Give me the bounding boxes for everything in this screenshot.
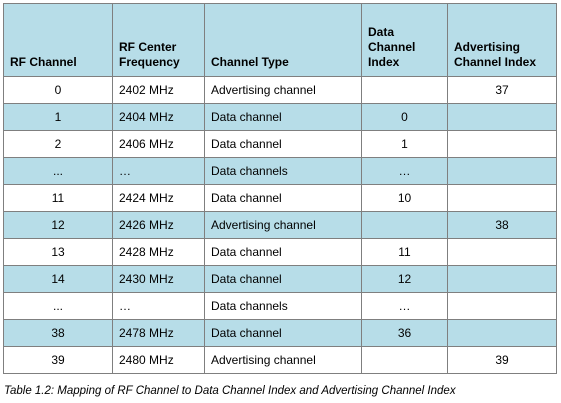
table-row: 14 2430 MHz Data channel 12	[3, 265, 557, 293]
table-row: 2 2406 MHz Data channel 1	[3, 130, 557, 158]
cell-frequency: 2402 MHz	[112, 76, 205, 104]
cell-frequency: 2424 MHz	[112, 184, 205, 212]
table-row: 11 2424 MHz Data channel 10	[3, 184, 557, 212]
cell-rf-channel: 11	[3, 184, 113, 212]
cell-data-index: 11	[361, 238, 448, 266]
cell-rf-channel: 13	[3, 238, 113, 266]
cell-rf-channel: 14	[3, 265, 113, 293]
cell-adv-index: 38	[447, 211, 557, 239]
header-data-channel-index: Data Channel Index	[361, 3, 448, 77]
cell-data-index	[361, 211, 448, 239]
table-row: 1 2404 MHz Data channel 0	[3, 103, 557, 131]
cell-adv-index	[447, 292, 557, 320]
cell-adv-index	[447, 238, 557, 266]
cell-channel-type: Data channels	[204, 292, 362, 320]
table-row: 0 2402 MHz Advertising channel 37	[3, 76, 557, 104]
cell-frequency: 2404 MHz	[112, 103, 205, 131]
cell-frequency: 2480 MHz	[112, 346, 205, 374]
cell-adv-index: 37	[447, 76, 557, 104]
cell-data-index: 10	[361, 184, 448, 212]
cell-channel-type: Data channel	[204, 238, 362, 266]
header-advertising-channel-index: Advertising Channel Index	[447, 3, 557, 77]
cell-frequency: 2478 MHz	[112, 319, 205, 347]
cell-adv-index: 39	[447, 346, 557, 374]
cell-data-index: 12	[361, 265, 448, 293]
header-channel-type: Channel Type	[204, 3, 362, 77]
cell-data-index: …	[361, 292, 448, 320]
cell-adv-index	[447, 157, 557, 185]
cell-rf-channel: 0	[3, 76, 113, 104]
table-row: 38 2478 MHz Data channel 36	[3, 319, 557, 347]
cell-rf-channel: 1	[3, 103, 113, 131]
cell-channel-type: Data channel	[204, 103, 362, 131]
cell-adv-index	[447, 265, 557, 293]
cell-frequency: …	[112, 292, 205, 320]
cell-adv-index	[447, 184, 557, 212]
table-row: ... … Data channels …	[3, 292, 557, 320]
cell-data-index	[361, 76, 448, 104]
table-row: 39 2480 MHz Advertising channel 39	[3, 346, 557, 374]
cell-data-index	[361, 346, 448, 374]
cell-rf-channel: ...	[3, 292, 113, 320]
cell-rf-channel: ...	[3, 157, 113, 185]
cell-frequency: 2428 MHz	[112, 238, 205, 266]
cell-adv-index	[447, 319, 557, 347]
cell-frequency: 2426 MHz	[112, 211, 205, 239]
cell-channel-type: Advertising channel	[204, 76, 362, 104]
cell-adv-index	[447, 130, 557, 158]
cell-channel-type: Data channel	[204, 319, 362, 347]
table-row: 12 2426 MHz Advertising channel 38	[3, 211, 557, 239]
cell-data-index: 0	[361, 103, 448, 131]
cell-channel-type: Advertising channel	[204, 346, 362, 374]
cell-data-index: 1	[361, 130, 448, 158]
table-header-row: RF Channel RF Center Frequency Channel T…	[3, 3, 557, 77]
cell-rf-channel: 38	[3, 319, 113, 347]
cell-frequency: …	[112, 157, 205, 185]
rf-channel-table: RF Channel RF Center Frequency Channel T…	[3, 3, 557, 374]
cell-data-index: …	[361, 157, 448, 185]
table-caption: Table 1.2: Mapping of RF Channel to Data…	[4, 385, 456, 397]
cell-channel-type: Data channels	[204, 157, 362, 185]
cell-frequency: 2430 MHz	[112, 265, 205, 293]
table-row: 13 2428 MHz Data channel 11	[3, 238, 557, 266]
cell-data-index: 36	[361, 319, 448, 347]
table-row: ... … Data channels …	[3, 157, 557, 185]
cell-channel-type: Data channel	[204, 130, 362, 158]
cell-rf-channel: 39	[3, 346, 113, 374]
header-rf-channel: RF Channel	[3, 3, 113, 77]
cell-adv-index	[447, 103, 557, 131]
cell-channel-type: Data channel	[204, 265, 362, 293]
header-rf-center-frequency: RF Center Frequency	[112, 3, 205, 77]
cell-channel-type: Advertising channel	[204, 211, 362, 239]
cell-rf-channel: 2	[3, 130, 113, 158]
cell-rf-channel: 12	[3, 211, 113, 239]
cell-channel-type: Data channel	[204, 184, 362, 212]
cell-frequency: 2406 MHz	[112, 130, 205, 158]
